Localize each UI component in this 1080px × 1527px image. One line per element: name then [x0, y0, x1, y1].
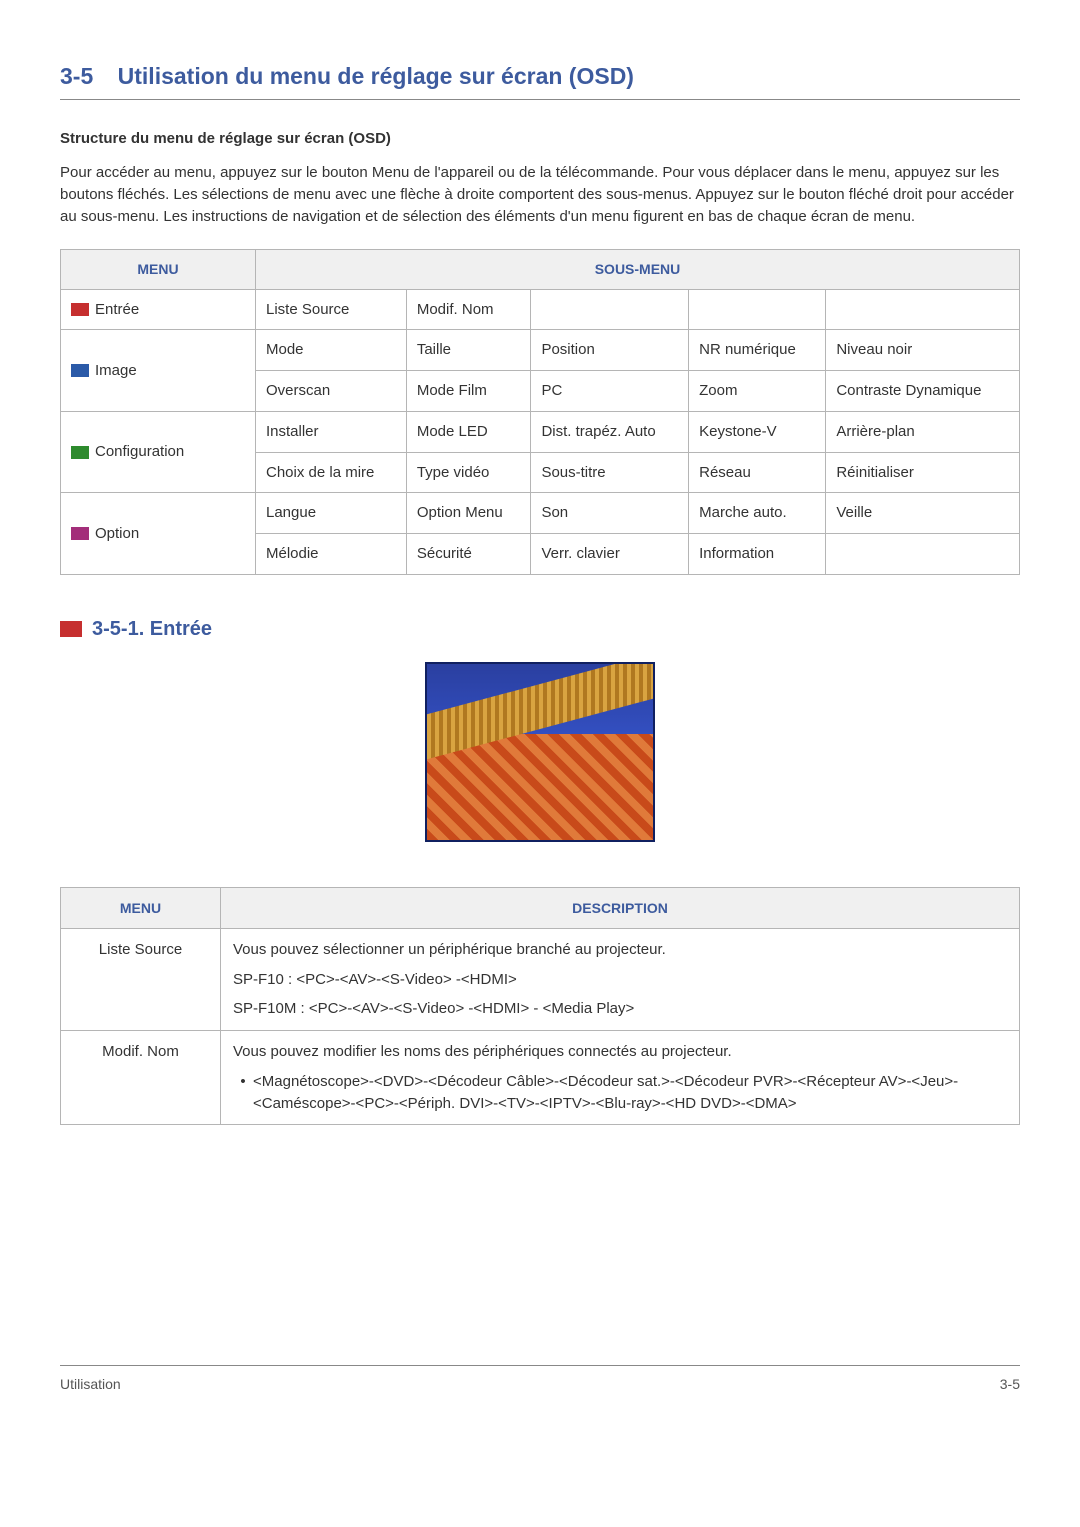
menu-cell: Configuration — [61, 411, 256, 493]
submenu-cell — [826, 289, 1020, 330]
table-row: ConfigurationInstallerMode LEDDist. trap… — [61, 411, 1020, 452]
submenu-cell: Mélodie — [256, 534, 407, 575]
desc-content-cell: Vous pouvez sélectionner un périphérique… — [221, 928, 1020, 1030]
submenu-cell: Mode Film — [406, 371, 531, 412]
entree-menu-figure — [425, 662, 655, 842]
footer-left: Utilisation — [60, 1374, 121, 1394]
submenu-cell — [689, 289, 826, 330]
submenu-cell: Arrière-plan — [826, 411, 1020, 452]
image-icon — [71, 364, 89, 377]
desc-line: Vous pouvez sélectionner un périphérique… — [233, 939, 1007, 961]
submenu-cell: Niveau noir — [826, 330, 1020, 371]
desc-line: SP-F10M : <PC>-<AV>-<S-Video> -<HDMI> - … — [233, 998, 1007, 1020]
desc-menu-cell: Modif. Nom — [61, 1031, 221, 1125]
submenu-cell: Dist. trapéz. Auto — [531, 411, 689, 452]
figure-wrap — [60, 662, 1020, 849]
menu-label: Image — [95, 362, 137, 379]
desc-line: Vous pouvez modifier les noms des périph… — [233, 1041, 1007, 1063]
desc-menu-header: Menu — [61, 887, 221, 928]
table-row: OptionLangueOption MenuSonMarche auto.Ve… — [61, 493, 1020, 534]
submenu-cell: Sous-titre — [531, 452, 689, 493]
configuration-icon — [71, 446, 89, 459]
submenu-cell: Réseau — [689, 452, 826, 493]
submenu-cell: Mode — [256, 330, 407, 371]
submenu-cell — [826, 534, 1020, 575]
section-title-text: Utilisation du menu de réglage sur écran… — [118, 63, 634, 89]
table-row: Entrée Liste SourceModif. Nom — [61, 289, 1020, 330]
submenu-cell: Keystone-V — [689, 411, 826, 452]
submenu-cell: Taille — [406, 330, 531, 371]
structure-intro: Pour accéder au menu, appuyez sur le bou… — [60, 162, 1020, 227]
menu-structure-table: Menu Sous-menu Entrée Liste SourceModif. … — [60, 249, 1020, 575]
description-table: Menu Description Liste Source Vous pouvez… — [60, 887, 1020, 1126]
bullet-item: •<Magnétoscope>-<DVD>-<Décodeur Câble>-<… — [233, 1071, 1007, 1115]
submenu-cell: Langue — [256, 493, 407, 534]
submenu-cell — [531, 289, 689, 330]
submenu-cell: Veille — [826, 493, 1020, 534]
submenu-cell: Mode LED — [406, 411, 531, 452]
menu-col-header: Menu — [61, 250, 256, 289]
submenu-cell: Zoom — [689, 371, 826, 412]
section-number: 3-5 — [60, 63, 93, 89]
desc-content-cell: Vous pouvez modifier les noms des périph… — [221, 1031, 1020, 1125]
desc-desc-header: Description — [221, 887, 1020, 928]
page-footer: Utilisation 3-5 — [60, 1365, 1020, 1394]
subsection-title: 3-5-1. Entrée — [92, 615, 212, 644]
submenu-cell: PC — [531, 371, 689, 412]
page-title: 3-5 Utilisation du menu de réglage sur é… — [60, 60, 1020, 100]
menu-cell: Entrée — [61, 289, 256, 330]
submenu-cell: Type vidéo — [406, 452, 531, 493]
menu-cell: Image — [61, 330, 256, 412]
menu-label: Configuration — [95, 443, 184, 460]
desc-line: SP-F10 : <PC>-<AV>-<S-Video> -<HDMI> — [233, 969, 1007, 991]
option-icon — [71, 527, 89, 540]
submenu-cell: Position — [531, 330, 689, 371]
menu-label: Option — [95, 525, 139, 542]
submenu-cell: Verr. clavier — [531, 534, 689, 575]
footer-right: 3-5 — [1000, 1374, 1020, 1394]
submenu-cell: Son — [531, 493, 689, 534]
entree-icon — [60, 621, 82, 637]
submenu-col-header: Sous-menu — [256, 250, 1020, 289]
submenu-cell: NR numérique — [689, 330, 826, 371]
submenu-cell: Overscan — [256, 371, 407, 412]
menu-cell: Option — [61, 493, 256, 575]
entrée-icon — [71, 303, 89, 316]
submenu-cell: Marche auto. — [689, 493, 826, 534]
submenu-cell: Liste Source — [256, 289, 407, 330]
submenu-cell: Sécurité — [406, 534, 531, 575]
table-row: Modif. Nom Vous pouvez modifier les noms … — [61, 1031, 1020, 1125]
table-row: ImageModeTaillePositionNR numériqueNivea… — [61, 330, 1020, 371]
submenu-cell: Installer — [256, 411, 407, 452]
bullet-dot: • — [233, 1071, 253, 1115]
structure-heading: Structure du menu de réglage sur écran (… — [60, 128, 1020, 150]
subsection-heading: 3-5-1. Entrée — [60, 615, 1020, 644]
bullet-text: <Magnétoscope>-<DVD>-<Décodeur Câble>-<D… — [253, 1071, 1007, 1115]
submenu-cell: Modif. Nom — [406, 289, 531, 330]
submenu-cell: Réinitialiser — [826, 452, 1020, 493]
table-row: Liste Source Vous pouvez sélectionner un … — [61, 928, 1020, 1030]
submenu-cell: Choix de la mire — [256, 452, 407, 493]
menu-label: Entrée — [95, 301, 139, 318]
desc-menu-cell: Liste Source — [61, 928, 221, 1030]
submenu-cell: Option Menu — [406, 493, 531, 534]
submenu-cell: Information — [689, 534, 826, 575]
submenu-cell: Contraste Dynamique — [826, 371, 1020, 412]
